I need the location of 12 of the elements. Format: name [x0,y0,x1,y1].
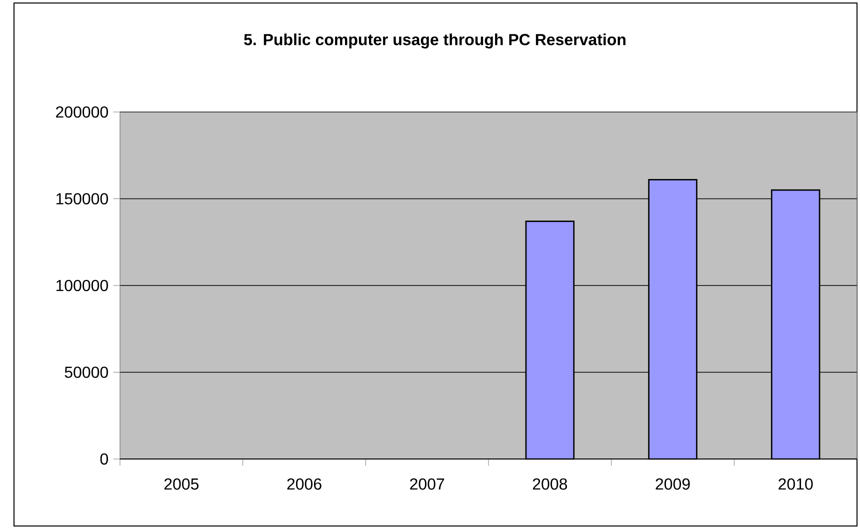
x-tick-label: 2006 [287,478,322,490]
x-tick-label: 2005 [164,478,199,490]
chart-title: 5. Public computer usage through PC Reservation [244,34,626,48]
x-tick-label: 2010 [778,478,813,490]
y-tick-label: 100000 [56,280,108,292]
y-tick-label: 50000 [64,366,108,378]
y-tick-label: 150000 [56,193,108,204]
x-tick-label: 2007 [410,478,444,490]
y-tick-label: 200000 [56,106,108,118]
x-tick-label: 2008 [532,478,568,490]
x-tick-label: 2009 [656,478,690,490]
y-tick-label: 0 [100,453,108,465]
